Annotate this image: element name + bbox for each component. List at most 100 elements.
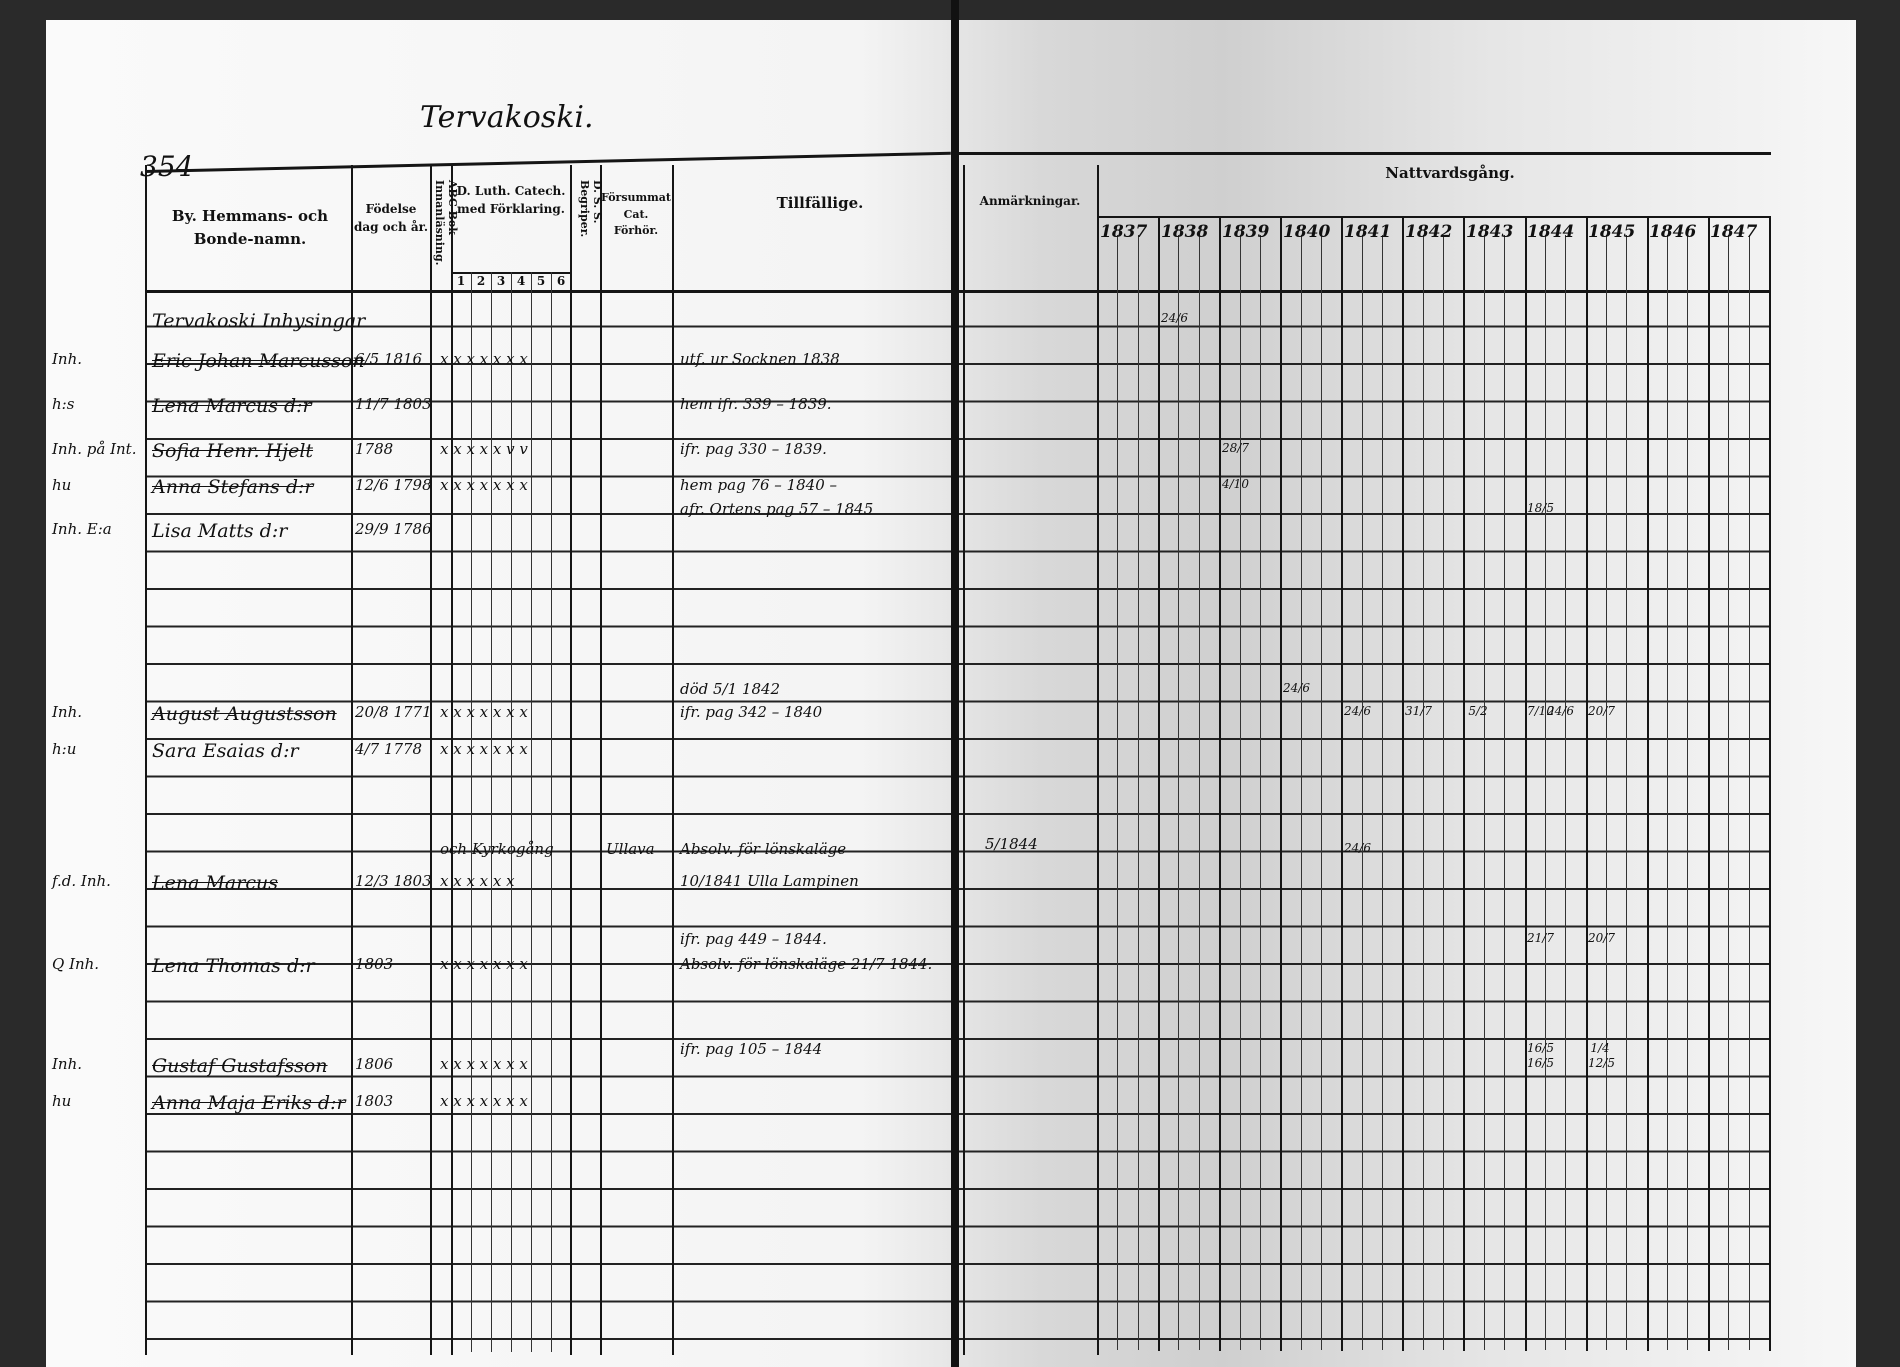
entry-birth: 1806 <box>355 1055 394 1073</box>
entry-note: hem ifr. 339 – 1839. <box>680 395 832 413</box>
entry-name: Gustaf Gustafsson <box>152 1055 328 1077</box>
entry-name: Lena Marcus <box>152 872 278 894</box>
nattvard-column-rule <box>1504 235 1506 1350</box>
communion-date: 28/7 <box>1222 441 1249 455</box>
entry-name: Sofia Henr. Hjelt <box>152 440 314 462</box>
nattvard-column-rule <box>1544 235 1546 1350</box>
nattvard-column-rule <box>1483 235 1485 1350</box>
nattvard-column-rule <box>1219 216 1222 1351</box>
header-name: By. Hemmans- och Bonde-namn. <box>171 207 329 248</box>
nattvard-column-rule <box>1707 216 1710 1351</box>
column-rule <box>600 165 602 1355</box>
entry-note: Absolv. för lönskaläge <box>680 840 847 858</box>
entry-note: afr. Ortens pag 57 – 1845 <box>680 500 874 518</box>
nattvard-column-rule <box>1198 235 1200 1350</box>
entry-name: Eric Johan Marcusson <box>152 350 365 372</box>
year-label: 1839 <box>1222 222 1270 242</box>
nattvard-column-rule <box>1667 235 1669 1350</box>
nattvard-column-rule <box>1320 235 1322 1350</box>
communion-date: 12/5 <box>1588 1056 1615 1070</box>
communion-date: 7/10 <box>1527 704 1554 718</box>
book-spine <box>951 0 959 1367</box>
year-label: 1845 <box>1588 222 1636 242</box>
entry-name: Anna Maja Eriks d:r <box>152 1092 346 1114</box>
entry-birth: 12/3 1803 <box>355 872 432 890</box>
anmarkning-note: 5/1844 <box>985 835 1038 853</box>
entry-role: Inh. på Int. <box>52 440 137 458</box>
nattvard-column-rule <box>1280 216 1283 1351</box>
entry-catechism-marks: x x x x x x x <box>440 703 528 721</box>
nattvard-column-rule <box>1626 235 1628 1350</box>
communion-date: 24/6 <box>1161 311 1188 325</box>
nattvard-column-rule <box>1687 235 1689 1350</box>
entry-birth: 6/5 1816 <box>355 350 423 368</box>
year-label: 1840 <box>1283 222 1331 242</box>
nattvard-column-rule <box>1382 235 1384 1350</box>
nattvard-column-rule <box>1585 216 1588 1351</box>
year-row-border <box>1097 216 1769 218</box>
column-rule <box>511 272 512 1352</box>
entry-role: hu <box>52 476 72 494</box>
column-rule <box>963 165 965 1355</box>
header-abc: ABC Bok Innanläsning. <box>433 180 459 266</box>
catechism-subcol-label: 3 <box>496 274 506 288</box>
header-catechism: D. Luth. Catech. med Förklaring. <box>456 184 566 216</box>
nattvard-column-rule <box>1606 235 1607 1350</box>
nattvard-column-rule <box>1646 216 1649 1351</box>
entry-name: Lena Thomas d:r <box>152 955 315 977</box>
entry-catechism-marks: x x x x x x x <box>440 1092 528 1110</box>
entry-note: hem pag 76 – 1840 – <box>680 476 838 494</box>
entry-catechism-marks: x x x x x x x <box>440 1055 528 1073</box>
communion-date: 5/2 <box>1468 704 1488 718</box>
nattvard-column-rule <box>1117 235 1119 1350</box>
entry-role: Inh. <box>52 1055 83 1073</box>
header-top-border-right <box>959 152 1771 155</box>
communion-date: 1/4 <box>1590 1041 1610 1055</box>
communion-date: 24/6 <box>1547 704 1574 718</box>
communion-date: 16/5 <box>1527 1041 1554 1055</box>
communion-date: 20/7 <box>1588 704 1615 718</box>
year-label: 1841 <box>1344 222 1392 242</box>
year-label: 1846 <box>1649 222 1697 242</box>
column-rule <box>430 165 432 1355</box>
entry-role: f.d. Inh. <box>52 872 111 890</box>
entry-note: ifr. pag 342 – 1840 <box>680 703 823 721</box>
communion-date: 20/7 <box>1588 931 1615 945</box>
column-rule <box>551 272 552 1352</box>
header-nattvard: Nattvardsgång. <box>1385 164 1515 182</box>
entry-birth: 29/9 1786 <box>355 520 432 538</box>
entry-name: Lisa Matts d:r <box>152 520 288 542</box>
communion-date: 24/6 <box>1344 704 1371 718</box>
communion-date: 21/7 <box>1527 931 1554 945</box>
nattvard-column-rule <box>1565 235 1567 1350</box>
column-rule <box>491 272 492 1352</box>
entry-catechism-marks: x x x x x x x <box>440 350 528 368</box>
communion-date: 31/7 <box>1405 704 1432 718</box>
nattvard-column-rule <box>1463 216 1466 1351</box>
communion-date: 16/5 <box>1527 1056 1554 1070</box>
entry-role: hu <box>52 1092 72 1110</box>
year-label: 1843 <box>1466 222 1514 242</box>
forsummat-note: Ullava <box>606 840 655 858</box>
year-label: 1842 <box>1405 222 1453 242</box>
entry-catechism-marks: x x x x x x <box>440 872 515 890</box>
entry-role: Inh. <box>52 350 83 368</box>
entry-name: Anna Stefans d:r <box>152 476 314 498</box>
entry-catechism-marks: x x x x x x x <box>440 476 528 494</box>
entry-role: Inh. E:a <box>52 520 112 538</box>
entry-note: ifr. pag 330 – 1839. <box>680 440 827 458</box>
nattvard-column-rule <box>1768 216 1771 1351</box>
entry-name: Sara Esaias d:r <box>152 740 299 762</box>
entry-name: August Augustsson <box>152 703 337 725</box>
communion-date: 4/10 <box>1222 477 1249 491</box>
nattvard-column-rule <box>1300 235 1302 1350</box>
nattvard-column-rule <box>1137 235 1139 1350</box>
entry-birth: 12/6 1798 <box>355 476 432 494</box>
place-title: Tervakoski. <box>420 100 594 135</box>
catechism-subcol-label: 6 <box>556 274 566 288</box>
nattvard-column-rule <box>1748 235 1750 1350</box>
entry-catechism-marks: och Kyrkogång <box>440 840 554 858</box>
nattvard-column-rule <box>1178 235 1180 1350</box>
entry-birth: 1803 <box>355 1092 394 1110</box>
column-rule <box>570 165 572 1355</box>
